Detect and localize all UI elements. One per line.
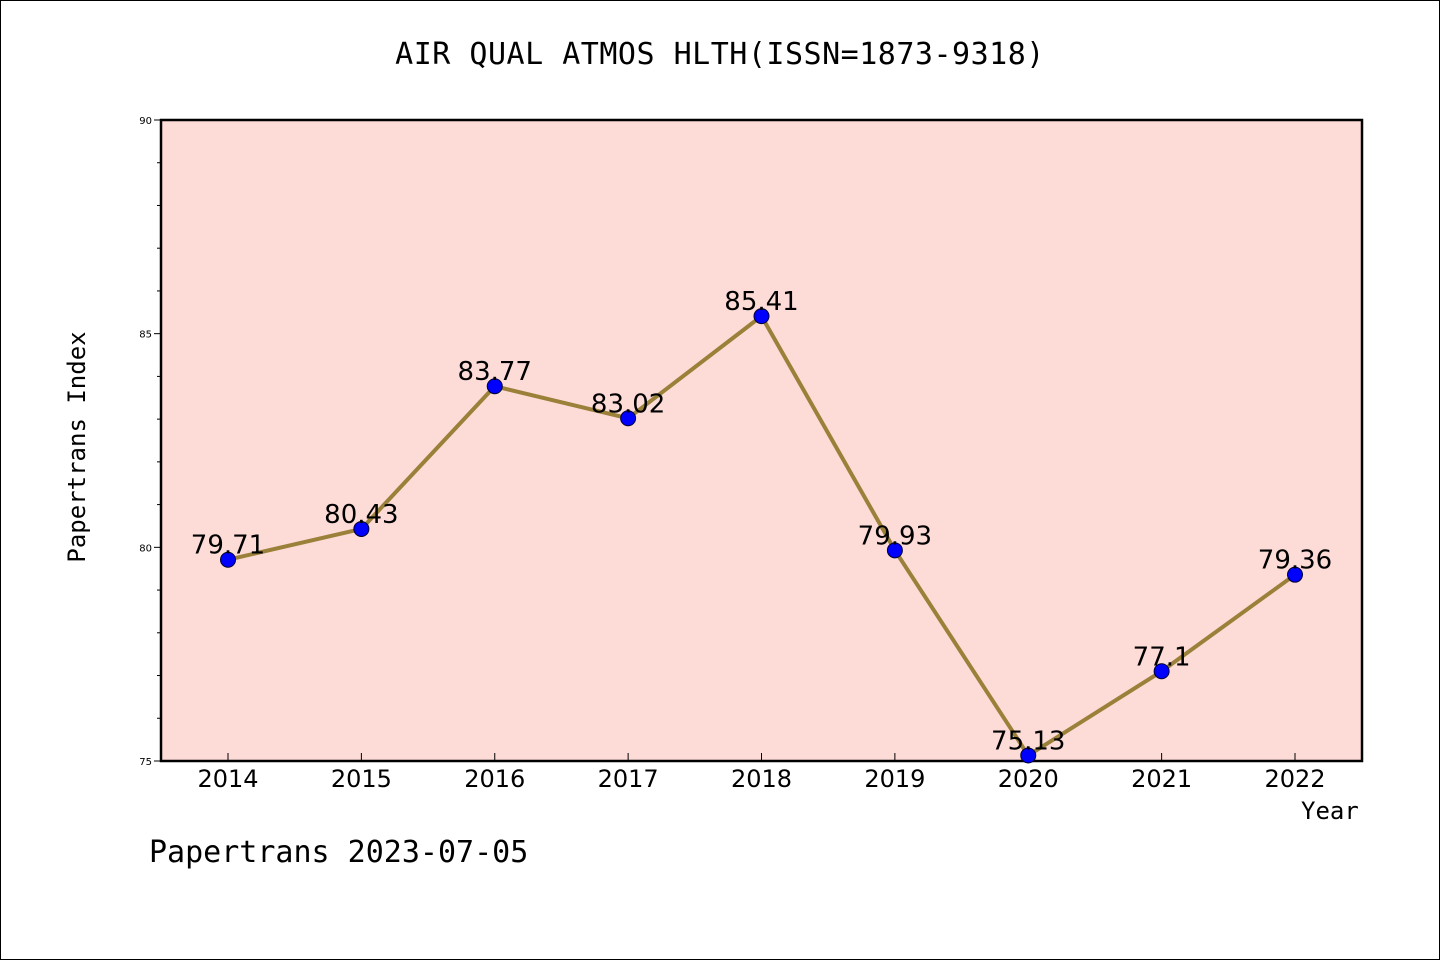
x-tick-label: 2019 <box>864 765 925 793</box>
data-label: 79.71 <box>191 531 265 561</box>
y-tick-label: 75 <box>139 757 152 768</box>
x-tick-label: 2018 <box>731 765 792 793</box>
x-tick-label: 2017 <box>598 765 659 793</box>
chart-title: AIR QUAL ATMOS HLTH(ISSN=1873-9318) <box>395 37 1045 72</box>
x-tick-label: 2015 <box>331 765 392 793</box>
x-tick-label: 2020 <box>998 765 1059 793</box>
plot-area <box>159 118 1364 763</box>
x-tick-label: 2016 <box>464 765 525 793</box>
data-point <box>1020 747 1037 764</box>
data-label: 85.41 <box>724 287 798 317</box>
data-label: 79.36 <box>1258 546 1332 576</box>
x-tick-label: 2022 <box>1264 765 1325 793</box>
y-tick-label: 85 <box>139 330 152 341</box>
x-tick-label: 2021 <box>1131 765 1192 793</box>
data-point <box>886 542 903 559</box>
data-point <box>220 551 236 568</box>
footer-stamp: Papertrans 2023-07-05 <box>149 835 529 870</box>
data-label: 83.77 <box>458 357 532 387</box>
data-point <box>620 410 637 427</box>
data-point <box>1287 566 1303 583</box>
data-point <box>753 308 770 325</box>
data-point <box>486 378 503 395</box>
data-label: 80.43 <box>324 500 398 530</box>
data-label: 77.1 <box>1133 642 1191 672</box>
x-tick-label: 2014 <box>197 765 258 793</box>
y-tick-label: 80 <box>139 543 152 554</box>
data-point <box>353 520 370 537</box>
data-label: 79.93 <box>858 521 932 551</box>
data-label: 75.13 <box>991 726 1065 756</box>
data-label: 83.02 <box>591 389 665 419</box>
x-axis-label: Year <box>1301 797 1359 825</box>
data-point <box>1153 663 1170 680</box>
y-tick-label: 90 <box>139 116 152 127</box>
